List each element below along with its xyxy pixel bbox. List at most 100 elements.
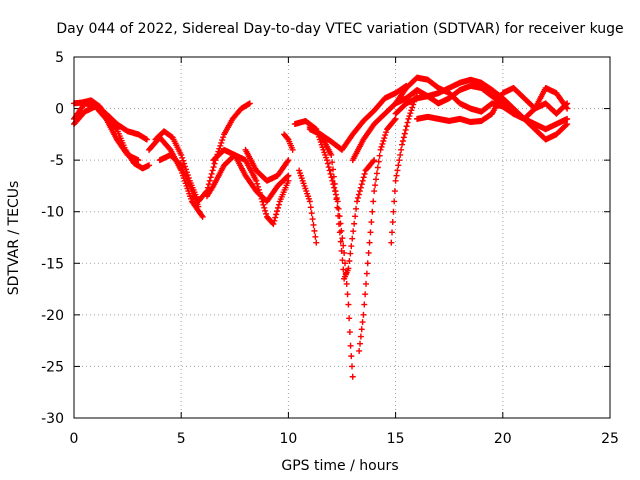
data-point (392, 177, 399, 184)
data-point (379, 140, 386, 147)
data-point (369, 208, 376, 215)
data-point (383, 129, 390, 136)
y-tick-label: 0 (55, 102, 64, 118)
series-arc-r (392, 76, 571, 143)
data-point (327, 170, 334, 177)
series-arc-i (242, 146, 292, 184)
data-point (359, 319, 366, 326)
data-point (563, 121, 570, 128)
data-point (407, 110, 414, 117)
data-point (362, 291, 369, 298)
data-point (216, 145, 223, 152)
data-point (354, 198, 361, 205)
data-point (340, 242, 347, 249)
data-point (358, 326, 365, 333)
data-point (306, 198, 313, 205)
data-point (309, 216, 316, 223)
series-arc-c (71, 103, 142, 164)
plot-frame (73, 56, 611, 419)
data-point (182, 163, 189, 170)
series-arc-s (414, 84, 571, 125)
data-point (563, 101, 570, 108)
y-tick-label: -20 (41, 308, 64, 324)
data-point (329, 177, 336, 184)
data-point (396, 157, 403, 164)
data-point (346, 315, 353, 322)
data-point (357, 184, 364, 191)
data-point (326, 167, 333, 174)
data-point (209, 167, 216, 174)
data-point (352, 213, 359, 220)
chart-title: Day 044 of 2022, Sidereal Day-to-day VTE… (56, 21, 623, 37)
data-point (393, 172, 400, 179)
y-tick-label: -10 (41, 205, 64, 221)
data-point (349, 373, 356, 380)
data-point (307, 204, 314, 211)
data-point (370, 158, 377, 165)
series-arc-t (392, 82, 571, 122)
data-point (355, 191, 362, 198)
data-point (335, 205, 342, 212)
data-point (348, 353, 355, 360)
data-point (409, 104, 416, 111)
series-arc-n (306, 82, 410, 153)
data-point (408, 107, 415, 114)
data-point (395, 162, 402, 169)
data-point (195, 203, 202, 210)
data-point (375, 158, 382, 165)
data-point (374, 164, 381, 171)
data-point (405, 115, 412, 122)
data-point (360, 174, 367, 181)
data-point (342, 260, 349, 267)
data-point (270, 221, 277, 228)
data-point (346, 257, 353, 264)
data-point (263, 210, 270, 217)
data-point (347, 250, 354, 257)
data-point (339, 235, 346, 242)
data-point (217, 142, 224, 149)
data-point (313, 239, 320, 246)
data-point (335, 212, 342, 219)
data-point (363, 280, 370, 287)
data-point (381, 135, 388, 142)
data-point (389, 219, 396, 226)
data-point (285, 157, 292, 164)
data-point (377, 146, 384, 153)
data-point (371, 157, 378, 164)
data-point (394, 167, 401, 174)
data-point (356, 188, 363, 195)
data-point (220, 134, 227, 141)
data-point (399, 137, 406, 144)
y-tick-label: -15 (41, 256, 64, 272)
data-point (284, 135, 291, 142)
data-point (340, 266, 347, 273)
data-point (348, 243, 355, 250)
data-point (403, 123, 410, 130)
data-point (328, 151, 335, 158)
data-point (358, 181, 365, 188)
series-arc-f (156, 151, 202, 210)
series-arc-h (210, 146, 292, 205)
data-point (271, 217, 278, 224)
data-point (285, 172, 292, 179)
data-point (359, 177, 366, 184)
series-arc-p (388, 90, 421, 246)
data-point (273, 211, 280, 218)
data-point (404, 119, 411, 126)
data-point (400, 134, 407, 141)
data-point (366, 239, 373, 246)
data-point (363, 270, 370, 277)
data-point (345, 301, 352, 308)
data-point (372, 182, 379, 189)
data-point (372, 176, 379, 183)
data-point (179, 154, 186, 161)
data-point (391, 188, 398, 195)
data-point (357, 340, 364, 347)
x-tick-label: 15 (387, 431, 405, 447)
data-point (382, 132, 389, 139)
data-point (388, 239, 395, 246)
series-arc-o (356, 115, 399, 354)
data-point (397, 151, 404, 158)
data-point (310, 221, 317, 228)
data-point (284, 158, 291, 165)
